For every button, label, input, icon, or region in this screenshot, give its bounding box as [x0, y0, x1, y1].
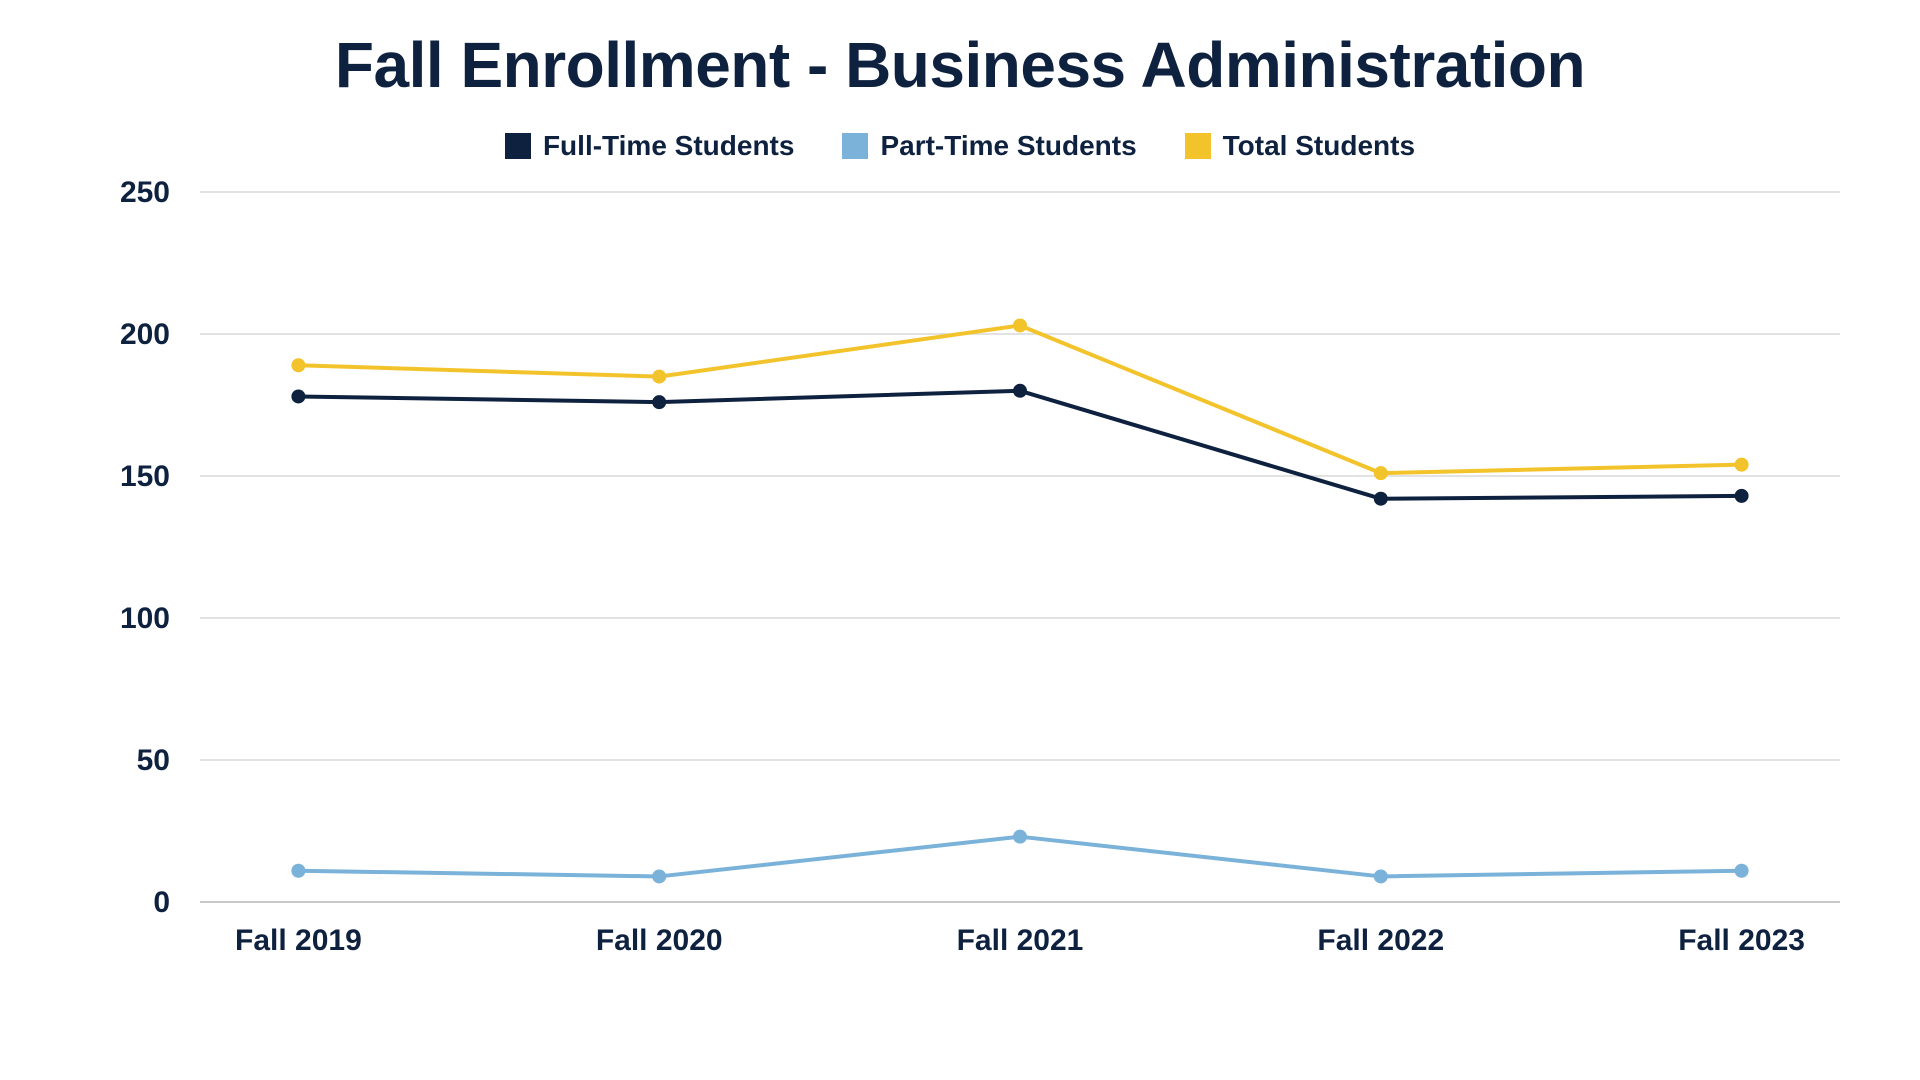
legend-label: Full-Time Students: [543, 130, 795, 162]
svg-text:100: 100: [120, 602, 170, 635]
legend-item-part-time: Part-Time Students: [842, 130, 1136, 162]
svg-text:50: 50: [137, 744, 170, 777]
svg-text:Fall 2019: Fall 2019: [235, 924, 362, 957]
svg-text:Fall 2021: Fall 2021: [957, 924, 1084, 957]
svg-text:250: 250: [120, 176, 170, 209]
legend-item-full-time: Full-Time Students: [505, 130, 795, 162]
line-chart: 0 50 100 150 200 250 Fall 2019 Fall 2020 Fall 20…: [40, 172, 1880, 992]
legend-swatch: [505, 133, 531, 159]
chart-area: 050100150200250Fall 2019Fall 2020Fall 20…: [40, 172, 1880, 952]
svg-text:0: 0: [153, 886, 170, 919]
legend-label: Part-Time Students: [880, 130, 1136, 162]
legend-label: Total Students: [1223, 130, 1415, 162]
svg-text:Fall 2020: Fall 2020: [596, 924, 723, 957]
legend: Full-Time Students Part-Time Students To…: [505, 130, 1415, 162]
legend-swatch: [842, 133, 868, 159]
svg-text:200: 200: [120, 318, 170, 351]
legend-item-total: Total Students: [1185, 130, 1415, 162]
svg-text:Fall 2023: Fall 2023: [1678, 924, 1805, 957]
svg-text:150: 150: [120, 460, 170, 493]
legend-swatch: [1185, 133, 1211, 159]
svg-text:Fall 2022: Fall 2022: [1317, 924, 1444, 957]
chart-title: Fall Enrollment - Business Administratio…: [335, 28, 1585, 102]
